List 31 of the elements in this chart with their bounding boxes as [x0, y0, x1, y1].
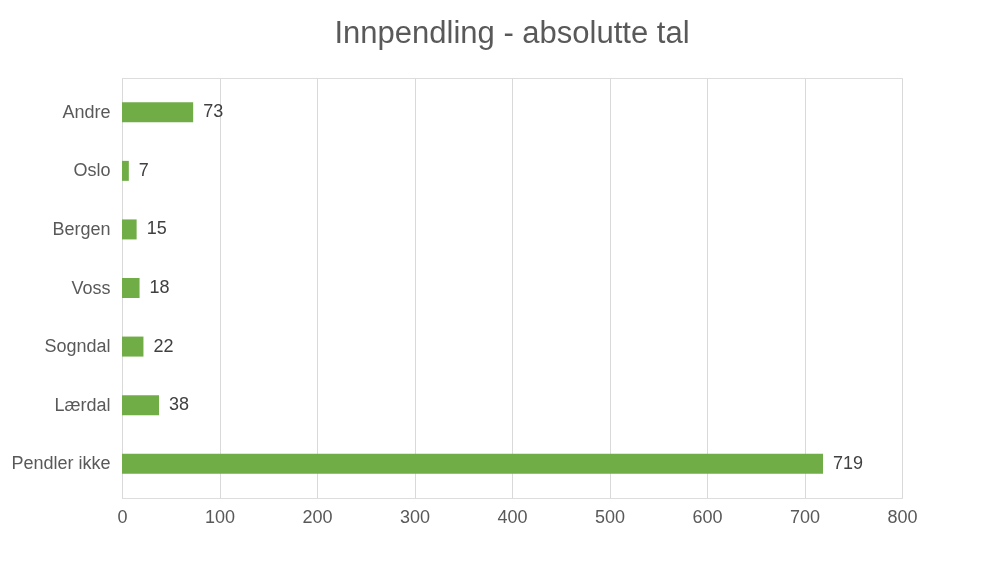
x-tick-label: 600	[692, 506, 723, 527]
x-tick-label: 800	[887, 506, 918, 527]
bar	[122, 160, 129, 181]
bar	[122, 102, 194, 123]
data-label: 22	[153, 335, 174, 356]
y-tick-label: Lærdal	[54, 394, 111, 415]
y-tick-label: Pendler ikke	[11, 453, 111, 474]
bar	[122, 453, 824, 474]
x-tick-label: 400	[497, 506, 528, 527]
x-tick-label: 300	[399, 506, 431, 527]
y-tick-label: Oslo	[73, 160, 111, 181]
x-tick-label: 500	[594, 506, 626, 527]
bar	[122, 278, 140, 298]
x-tick-label: 700	[789, 506, 821, 527]
data-label: 719	[833, 452, 864, 473]
bar	[122, 336, 144, 357]
x-tick-label: 100	[204, 506, 236, 527]
y-tick-label: Voss	[71, 277, 111, 298]
data-label: 15	[146, 218, 167, 239]
y-tick-label: Bergen	[52, 218, 111, 239]
x-tick-label: 0	[117, 506, 128, 527]
data-label: 7	[138, 159, 149, 180]
y-tick-label: Andre	[62, 101, 111, 122]
data-label: 73	[203, 101, 224, 122]
bar	[122, 219, 137, 240]
x-tick-label: 200	[302, 506, 333, 527]
data-label: 38	[169, 394, 190, 415]
bar	[122, 395, 160, 416]
chart-title: Innpendling - absolutte tal	[334, 15, 690, 50]
data-label: 18	[149, 277, 170, 297]
y-tick-label: Sogndal	[44, 336, 111, 357]
